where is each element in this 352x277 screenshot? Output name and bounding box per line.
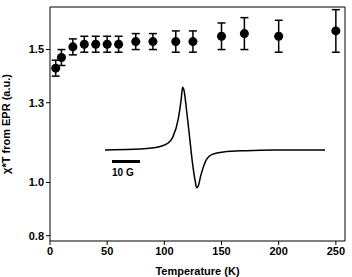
svg-text:χ*T from EPR (a.u.): χ*T from EPR (a.u.) <box>8 74 12 174</box>
svg-text:0.8: 0.8 <box>29 230 44 242</box>
html-text:10 G: 10 G <box>112 167 134 178</box>
svg-text:100: 100 <box>155 245 173 257</box>
svg-text:50: 50 <box>101 245 113 257</box>
svg-text:Temperature (K): Temperature (K) <box>155 265 239 277</box>
svg-text:200: 200 <box>270 245 288 257</box>
svg-text:1.3: 1.3 <box>29 97 44 109</box>
svg-text:0: 0 <box>47 245 53 257</box>
svg-text:250: 250 <box>327 245 344 257</box>
svg-text:150: 150 <box>212 245 230 257</box>
svg-text:1.5: 1.5 <box>29 43 44 55</box>
svg-text:1.0: 1.0 <box>29 176 44 188</box>
